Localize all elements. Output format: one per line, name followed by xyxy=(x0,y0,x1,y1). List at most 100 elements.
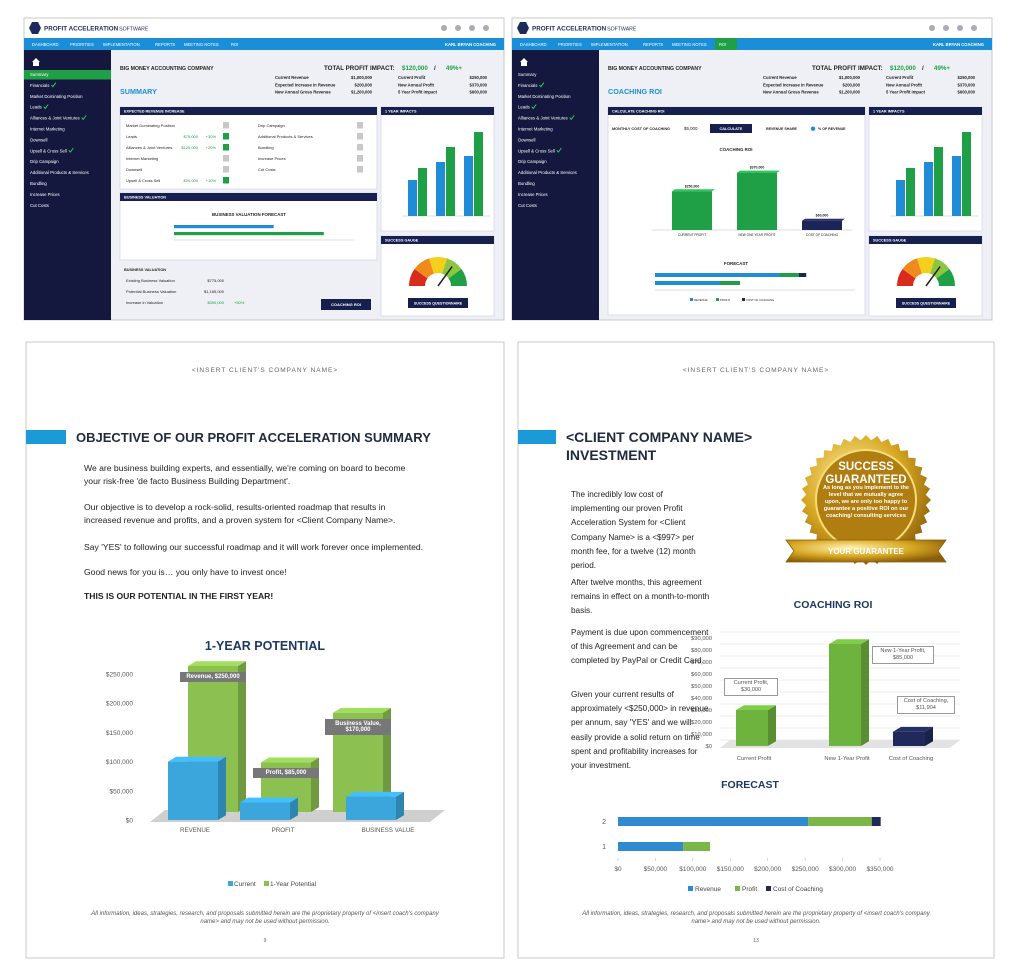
logo-sub: SOFTWARE xyxy=(119,27,149,33)
sidebar-item[interactable]: Summary xyxy=(518,72,537,77)
sidebar-item[interactable]: Drip Campaign xyxy=(518,159,547,164)
row-icon[interactable] xyxy=(223,177,229,184)
button[interactable] xyxy=(321,299,371,310)
row-icon[interactable] xyxy=(223,144,229,151)
sidebar-item[interactable]: Downsell xyxy=(518,137,535,142)
header-icon[interactable] xyxy=(957,25,963,31)
row-pct: +10% xyxy=(206,178,217,183)
sidebar-item[interactable]: Downsell xyxy=(30,137,47,142)
row-icon[interactable] xyxy=(357,122,363,129)
company-name: BIG MONEY ACCOUNTING COMPANY xyxy=(608,66,702,72)
metric-value: $1,200,000 xyxy=(839,90,861,95)
header-icon[interactable] xyxy=(441,25,447,31)
impact-label: TOTAL PROFIT IMPACT: xyxy=(812,65,883,72)
sidebar-item[interactable]: Financials xyxy=(30,83,49,88)
impact-value: $120,000 xyxy=(890,65,916,72)
metric-label: Expected Increase in Revenue xyxy=(275,82,336,87)
row-label: Alliances & Joint Ventures xyxy=(126,145,172,150)
button-label[interactable]: SUCCESS QUESTIONNAIRE xyxy=(902,302,951,306)
sidebar-item[interactable]: Leads xyxy=(518,105,530,110)
nav-item[interactable]: IMPLEMENTATION xyxy=(103,42,140,47)
page-number: 9 xyxy=(264,938,267,944)
nav-item[interactable]: MEETING NOTES xyxy=(672,42,707,47)
sidebar-item[interactable]: Summary xyxy=(30,72,49,77)
sidebar-item[interactable]: Upsell & Cross Sell xyxy=(30,148,67,153)
seal-ribbon-text: YOUR GUARANTEE xyxy=(828,547,905,556)
x-tick-label: $0 xyxy=(614,866,622,873)
toggle-unit: % OF REVENUE xyxy=(818,127,846,131)
sidebar-item[interactable]: Financials xyxy=(518,83,537,88)
legend-label: REVENUE xyxy=(694,298,708,302)
x-tick-label: Cost of Coaching xyxy=(889,756,933,762)
sidebar-item[interactable]: Alliances & Joint Ventures xyxy=(30,116,80,121)
sidebar-item[interactable]: Increase Prices xyxy=(518,192,548,197)
nav-item[interactable]: REPORTS xyxy=(643,42,663,47)
header-icon[interactable] xyxy=(469,25,475,31)
sidebar-item[interactable]: Bundling xyxy=(30,181,47,186)
sidebar-item[interactable]: Internet Marketing xyxy=(518,127,553,132)
roi-bar xyxy=(737,172,777,230)
app-header xyxy=(24,18,504,39)
legend-label: 1-Year Potential xyxy=(270,881,317,888)
home-icon[interactable] xyxy=(520,58,528,66)
sidebar-item[interactable]: Bundling xyxy=(518,181,535,186)
sidebar-item[interactable]: Upsell & Cross Sell xyxy=(518,148,555,153)
header-icon[interactable] xyxy=(455,25,461,31)
row-icon[interactable] xyxy=(357,133,363,140)
button-label[interactable]: CALCULATE xyxy=(720,127,743,131)
sidebar-item[interactable]: Market Dominating Position xyxy=(518,94,571,99)
button[interactable] xyxy=(710,124,752,133)
row-icon[interactable] xyxy=(357,144,363,151)
bar-top xyxy=(737,170,780,173)
metric-label: Current Revenue xyxy=(275,75,309,80)
sidebar-item[interactable]: Additional Products & Services xyxy=(518,170,577,175)
sidebar-item[interactable]: Cut Costs xyxy=(518,203,537,208)
nav-item[interactable]: DASHBOARD xyxy=(520,42,547,47)
nav-item[interactable]: ROI xyxy=(719,42,726,47)
row-label: Cut Costs xyxy=(258,167,276,172)
sidebar-item[interactable]: Additional Products & Services xyxy=(30,170,89,175)
nav-active xyxy=(715,38,737,50)
toggle[interactable] xyxy=(810,126,816,131)
nav-item[interactable]: ROI xyxy=(231,42,238,47)
button[interactable] xyxy=(896,298,956,308)
header-icon[interactable] xyxy=(971,25,977,31)
sidebar-item[interactable]: Drip Campaign xyxy=(30,159,59,164)
button[interactable] xyxy=(408,298,468,308)
button-label[interactable]: SUCCESS QUESTIONNAIRE xyxy=(414,302,463,306)
nav-item[interactable]: PRIORITIES xyxy=(558,42,582,47)
row-icon[interactable] xyxy=(357,155,363,162)
sidebar-item[interactable]: Internet Marketing xyxy=(30,127,65,132)
header-icon[interactable] xyxy=(943,25,949,31)
sidebar-item[interactable]: Cut Costs xyxy=(30,203,49,208)
nav-item[interactable]: PRIORITIES xyxy=(70,42,94,47)
home-icon[interactable] xyxy=(32,58,40,66)
row-icon[interactable] xyxy=(223,166,229,173)
row-icon[interactable] xyxy=(223,122,229,129)
sidebar-item[interactable]: Increase Prices xyxy=(30,192,60,197)
nav-item[interactable]: IMPLEMENTATION xyxy=(591,42,628,47)
bar-side xyxy=(290,797,298,820)
sidebar-item[interactable]: Leads xyxy=(30,105,42,110)
row-icon[interactable] xyxy=(223,133,229,140)
impact-bar xyxy=(934,147,943,216)
row-icon[interactable] xyxy=(357,166,363,173)
nav-item[interactable]: MEETING NOTES xyxy=(184,42,219,47)
bar-side xyxy=(218,756,226,820)
row-label: Potential Business Valuation xyxy=(126,289,176,294)
sidebar-item[interactable]: Alliances & Joint Ventures xyxy=(518,116,568,121)
forecast-bar xyxy=(618,842,684,851)
header-icon[interactable] xyxy=(929,25,935,31)
gauge-segment xyxy=(902,258,922,279)
button-label[interactable]: COACHING ROI xyxy=(331,302,361,307)
nav-item[interactable]: DASHBOARD xyxy=(32,42,59,47)
metric-label: Expected Increase in Revenue xyxy=(763,82,824,87)
sidebar-item[interactable]: Market Dominating Position xyxy=(30,94,83,99)
roi-bar xyxy=(802,220,842,230)
header-icon[interactable] xyxy=(483,25,489,31)
forecast-bar xyxy=(798,273,807,277)
nav-item[interactable]: REPORTS xyxy=(155,42,175,47)
metric-value: $1,000,000 xyxy=(351,75,373,80)
row-icon[interactable] xyxy=(223,155,229,162)
